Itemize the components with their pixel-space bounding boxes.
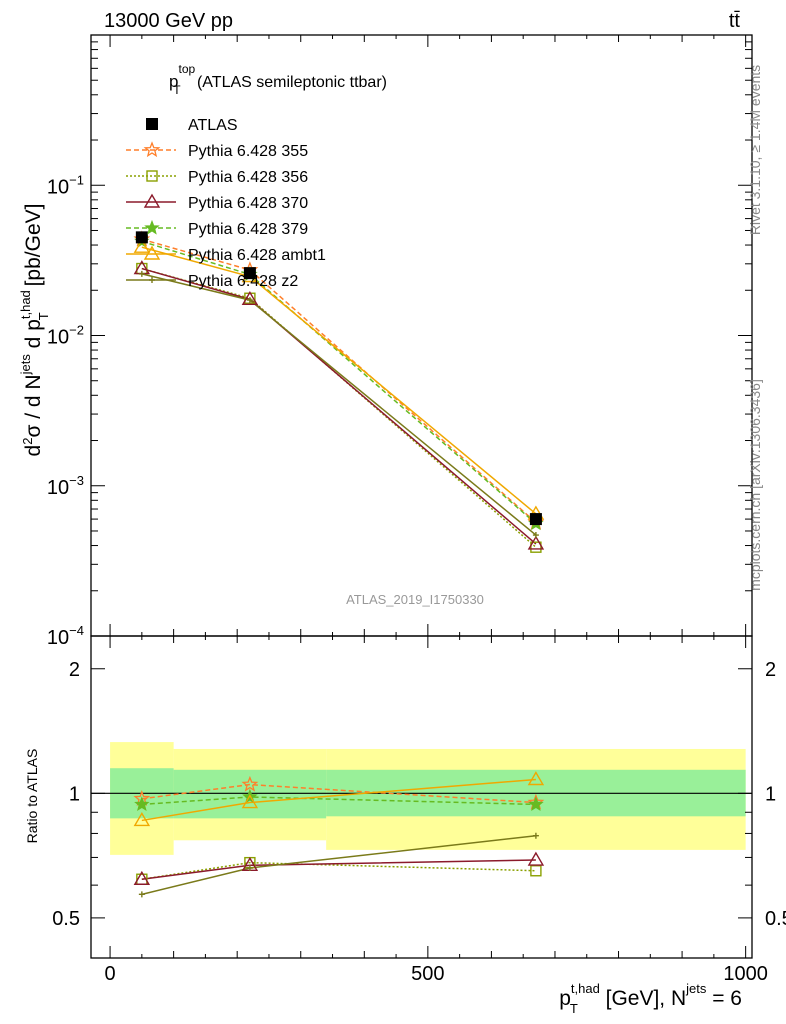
legend-label-5: Pythia 6.428 ambt1 xyxy=(188,247,326,264)
plot-title-sup: top xyxy=(179,62,196,76)
series-point-ratio-1-2 xyxy=(530,865,542,877)
header-left: 13000 GeV pp xyxy=(104,10,233,32)
series-point-ratio-0-1 xyxy=(241,775,259,792)
legend-marker-1 xyxy=(143,141,161,158)
legend-marker-6 xyxy=(149,277,155,283)
plot-title-sub: T xyxy=(173,83,181,97)
legend-item-6: Pythia 6.428 z2 xyxy=(126,273,298,290)
series-point-main-5-0 xyxy=(138,270,145,277)
series-point-ratio-3-2 xyxy=(528,796,544,811)
y-tick-label-ratio-right-1: 1 xyxy=(765,783,776,805)
y-tick-label-base: 10 xyxy=(47,176,69,198)
series-line-ratio-4 xyxy=(141,778,536,822)
legend-item-0: ATLAS xyxy=(146,117,238,134)
series-point-main-4-0 xyxy=(133,238,151,253)
ratio-plot-frame xyxy=(90,635,753,959)
series-line-ratio-1 xyxy=(141,861,536,880)
plot-title-main: p xyxy=(169,72,178,91)
series-point-ratio-4-2 xyxy=(527,771,545,786)
y-tick-label-ratio-right-0.5: 0.5 xyxy=(765,908,786,930)
series-point-main-1-2 xyxy=(530,541,542,553)
atlas-point-2 xyxy=(529,513,542,526)
series-line-ratio-0 xyxy=(141,783,536,804)
legend-label-0: ATLAS xyxy=(188,117,238,134)
legend-label-2: Pythia 6.428 356 xyxy=(188,169,308,186)
y-tick-label-main-0: 10−1 xyxy=(47,172,84,198)
series-point-ratio-2-2 xyxy=(527,851,545,866)
plot-title: ptop T (ATLAS semileptonic ttbar) xyxy=(169,62,387,97)
series-point-ratio-3-0 xyxy=(134,796,150,811)
atlas-point-0 xyxy=(135,231,148,244)
series-point-ratio-5-2 xyxy=(532,832,539,839)
rivet-label: Rivet 3.1.10, ≥ 1.4M events xyxy=(747,65,763,235)
legend-item-3: Pythia 6.428 370 xyxy=(126,193,308,212)
series-line-main-1 xyxy=(141,267,537,548)
header-right: tt̄ xyxy=(729,10,741,32)
x-axis-label: pt,had T [GeV], Njets = 6 xyxy=(559,981,742,1016)
y-tick-label-ratio-left-1: 1 xyxy=(69,783,80,805)
y-tick-label-ratio-right-2: 2 xyxy=(765,659,776,681)
series-point-ratio-5-0 xyxy=(138,891,145,898)
y-axis-label-ratio: Ratio to ATLAS xyxy=(24,749,40,844)
ratio-uncertainty-bands xyxy=(110,742,746,855)
y-tick-label-exp: −1 xyxy=(69,172,84,187)
analysis-watermark: ATLAS_2019_I1750330 xyxy=(346,592,484,607)
y-tick-label-ratio-left-2: 2 xyxy=(69,659,80,681)
legend-label-3: Pythia 6.428 370 xyxy=(188,195,308,212)
series-line-main-2 xyxy=(141,267,537,545)
legend: ATLAS Pythia 6.428 355 Pythia 6.428 356 Pyt… xyxy=(126,117,326,290)
legend-marker-3 xyxy=(143,193,161,208)
series-point-main-2-2 xyxy=(527,535,545,550)
series-point-ratio-2-0 xyxy=(133,870,151,885)
y-tick-label-exp: −4 xyxy=(69,623,84,638)
legend-marker-4 xyxy=(144,219,160,235)
x-tick-label-1000: 1000 xyxy=(723,963,768,985)
y-tick-label-exp: −2 xyxy=(69,323,84,338)
mcplots-label: mcplots.cern.ch [arXiv:1306.3436] xyxy=(747,379,763,591)
series-point-main-5-1 xyxy=(246,297,253,304)
legend-item-5: Pythia 6.428 ambt1 xyxy=(126,245,326,264)
series-markers xyxy=(133,230,545,898)
y-tick-label-main-1: 10−2 xyxy=(47,323,84,349)
legend-label-4: Pythia 6.428 379 xyxy=(188,221,308,238)
legend-item-4: Pythia 6.428 379 xyxy=(126,219,308,238)
series-point-ratio-4-1 xyxy=(241,794,259,809)
legend-item-1: Pythia 6.428 355 xyxy=(126,141,308,160)
legend-label-6: Pythia 6.428 z2 xyxy=(188,273,298,290)
legend-marker-2 xyxy=(146,170,158,182)
y-tick-label-base: 10 xyxy=(47,327,69,349)
legend-marker-5 xyxy=(143,245,161,260)
y-tick-label-base: 10 xyxy=(47,627,69,649)
series-point-ratio-5-1 xyxy=(246,865,253,872)
series-point-main-5-2 xyxy=(532,532,539,539)
legend-label-1: Pythia 6.428 355 xyxy=(188,143,308,160)
atlas-point-1 xyxy=(243,267,256,280)
legend-item-2: Pythia 6.428 356 xyxy=(126,169,308,186)
y-tick-label-ratio-left-0.5: 0.5 xyxy=(52,908,80,930)
x-tick-label-0: 0 xyxy=(105,963,116,985)
plot-title-rest: (ATLAS semileptonic ttbar) xyxy=(193,74,387,91)
legend-marker-0 xyxy=(146,118,158,130)
series-point-main-2-1 xyxy=(241,290,259,306)
series-point-ratio-4-0 xyxy=(133,812,151,827)
y-tick-label-main-2: 10−3 xyxy=(47,473,84,499)
x-tick-label-500: 500 xyxy=(411,963,444,985)
y-tick-label-base: 10 xyxy=(47,477,69,499)
y-tick-label-main-3: 10−4 xyxy=(47,623,84,649)
y-tick-label-exp: −3 xyxy=(69,473,84,488)
